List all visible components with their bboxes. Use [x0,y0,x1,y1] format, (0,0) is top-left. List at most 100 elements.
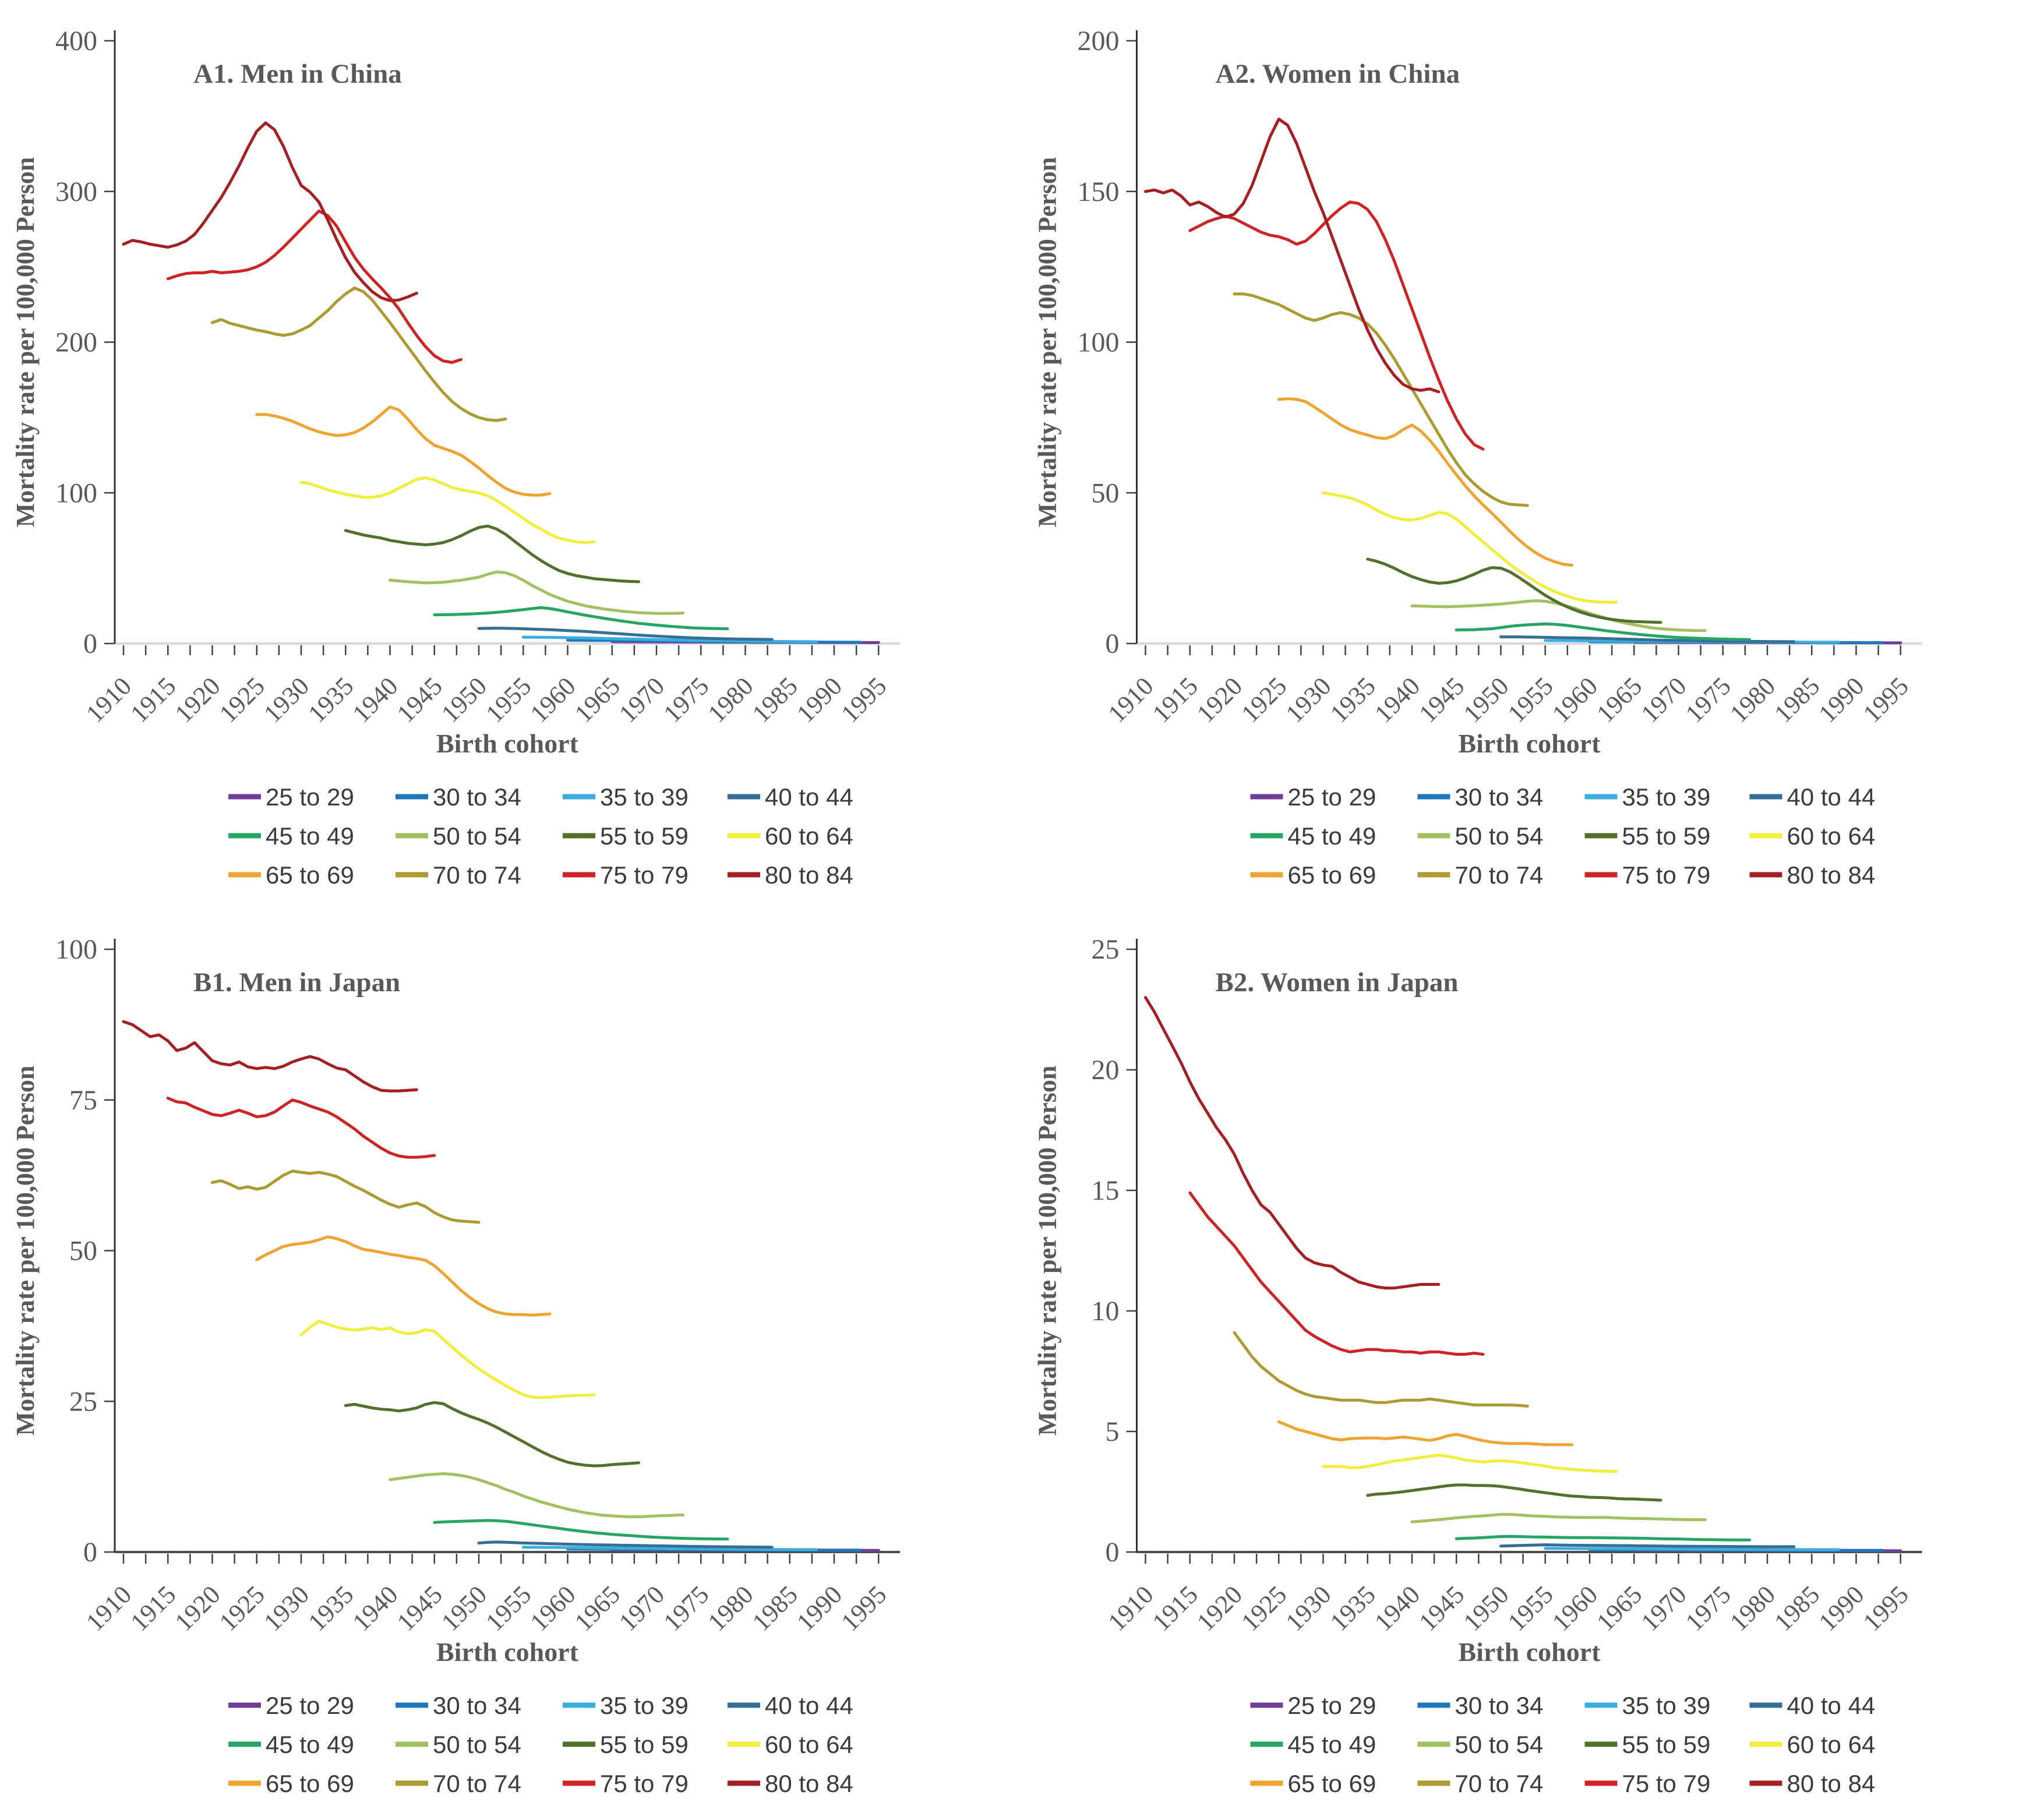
legend-label: 40 to 44 [1787,783,1876,811]
y-axis-title: Mortality rate per 100,000 Person [1033,157,1062,528]
legend-label: 75 to 79 [600,861,689,889]
series-line-75-to-79 [1188,200,1485,451]
legend-item-55-to-59: 55 to 59 [1584,822,1711,850]
series-line-35-to-39 [521,1546,818,1551]
legend-item-45-to-49: 45 to 49 [228,1731,354,1758]
legend-label: 35 to 39 [1622,1692,1711,1719]
legend-label: 75 to 79 [600,1770,689,1797]
x-tick-label: 1975 [658,1580,714,1636]
x-tick-label: 1960 [525,671,581,728]
legend-label: 25 to 29 [1288,1692,1376,1719]
x-tick-label: 1915 [1147,1580,1203,1636]
x-tick-label: 1990 [1813,671,1870,728]
y-tick-label: 200 [1078,26,1120,56]
x-tick-label: 1920 [1191,1580,1248,1636]
series-line-60-to-64 [1322,1454,1618,1473]
x-tick-label: 1975 [658,671,714,728]
y-tick-label: 0 [1106,1537,1120,1568]
x-tick-label: 1915 [125,1580,181,1636]
legend-item-60-to-64: 60 to 64 [1749,822,1875,850]
x-tick-label: 1960 [1547,1580,1603,1636]
legend-label: 35 to 39 [600,1692,689,1719]
x-tick-label: 1930 [258,671,315,728]
x-tick-label: 1965 [569,1580,626,1636]
legend-item-25-to-29: 25 to 29 [1250,1692,1376,1719]
legend-label: 55 to 59 [1622,1731,1711,1758]
x-tick-label: 1995 [835,1580,892,1636]
series-line-50-to-54 [1410,1512,1707,1523]
panel-title: A2. Women in China [1216,59,1460,89]
x-tick-label: 1930 [1280,671,1337,728]
x-tick-label: 1960 [1547,671,1603,728]
legend-item-35-to-39: 35 to 39 [563,1692,689,1719]
legend-label: 80 to 84 [1787,1770,1876,1797]
series-line-70-to-74 [1233,292,1529,507]
x-tick-label: 1980 [702,1580,759,1636]
series-line-35-to-39 [1544,1547,1840,1551]
series-line-50-to-54 [389,1472,685,1518]
legend-label: 40 to 44 [1787,1692,1876,1719]
x-tick-label: 1980 [1724,1580,1781,1636]
legend-label: 80 to 84 [1787,861,1876,889]
legend-item-25-to-29: 25 to 29 [228,1692,354,1719]
legend-item-50-to-54: 50 to 54 [396,1731,521,1758]
x-tick-label: 1915 [125,671,181,728]
x-tick-label: 1995 [835,671,892,728]
legend-item-70-to-74: 70 to 74 [1417,861,1544,889]
panel-b1: 1910 1915 1920 1925 1930 1935 1940 1945 1950 1955… [0,909,1022,1817]
legend-item-55-to-59: 55 to 59 [1584,1731,1711,1758]
legend-item-25-to-29: 25 to 29 [1250,783,1376,811]
legend-item-80-to-84: 80 to 84 [728,1770,853,1797]
legend-label: 70 to 74 [1455,861,1544,889]
x-tick-label: 1910 [1103,1580,1159,1636]
legend-item-60-to-64: 60 to 64 [728,1731,853,1758]
legend-item-80-to-84: 80 to 84 [1749,861,1876,889]
x-tick-label: 1990 [1813,1580,1870,1636]
series-line-70-to-74 [211,286,507,422]
series-line-75-to-79 [166,1097,436,1159]
y-axis-title: Mortality rate per 100,000 Person [1033,1066,1062,1436]
y-tick-label: 0 [83,628,97,659]
legend-label: 80 to 84 [765,1770,853,1797]
x-tick-label: 1910 [80,671,137,728]
series-line-45-to-49 [433,1519,729,1541]
x-tick-label: 1920 [170,1580,226,1636]
legend-label: 35 to 39 [1622,783,1711,811]
x-tick-label: 1940 [347,671,404,728]
x-axis-title: Birth cohort [1458,729,1601,758]
y-tick-label: 150 [1078,176,1120,207]
x-tick-label: 1955 [1502,671,1559,728]
series-line-80-to-84 [1144,996,1441,1290]
legend-label: 45 to 49 [266,822,354,850]
legend-label: 30 to 34 [1455,783,1544,811]
x-tick-label: 1990 [791,671,848,728]
legend-label: 70 to 74 [433,1770,521,1797]
legend-item-45-to-49: 45 to 49 [1250,1731,1376,1758]
x-tick-label: 1950 [436,1580,492,1636]
series-line-45-to-49 [433,606,729,631]
x-tick-label: 1975 [1680,1580,1736,1636]
x-tick-label: 1970 [613,1580,670,1636]
y-tick-label: 25 [1092,934,1120,965]
x-tick-label: 1965 [1591,671,1647,728]
legend-item-30-to-34: 30 to 34 [1417,1692,1543,1719]
legend-label: 40 to 44 [765,1692,853,1719]
x-tick-label: 1940 [347,1580,404,1636]
panel-a2: 1910 1915 1920 1925 1930 1935 1940 1945 1950 1955… [1022,0,2044,909]
legend-label: 55 to 59 [1622,822,1711,850]
x-tick-label: 1965 [1591,1580,1647,1636]
legend-label: 30 to 34 [433,783,521,811]
legend-item-40-to-44: 40 to 44 [728,783,853,811]
y-tick-label: 15 [1092,1175,1120,1206]
y-tick-label: 0 [1106,628,1120,659]
legend-label: 60 to 64 [1787,1731,1876,1758]
series-line-70-to-74 [211,1169,481,1224]
legend-item-70-to-74: 70 to 74 [396,1770,521,1797]
x-tick-label: 1925 [1235,671,1292,728]
series-line-80-to-84 [122,1020,418,1093]
legend-item-30-to-34: 30 to 34 [1417,783,1544,811]
y-tick-label: 400 [55,26,97,56]
legend-label: 65 to 69 [266,1770,354,1797]
legend-item-25-to-29: 25 to 29 [228,783,354,811]
